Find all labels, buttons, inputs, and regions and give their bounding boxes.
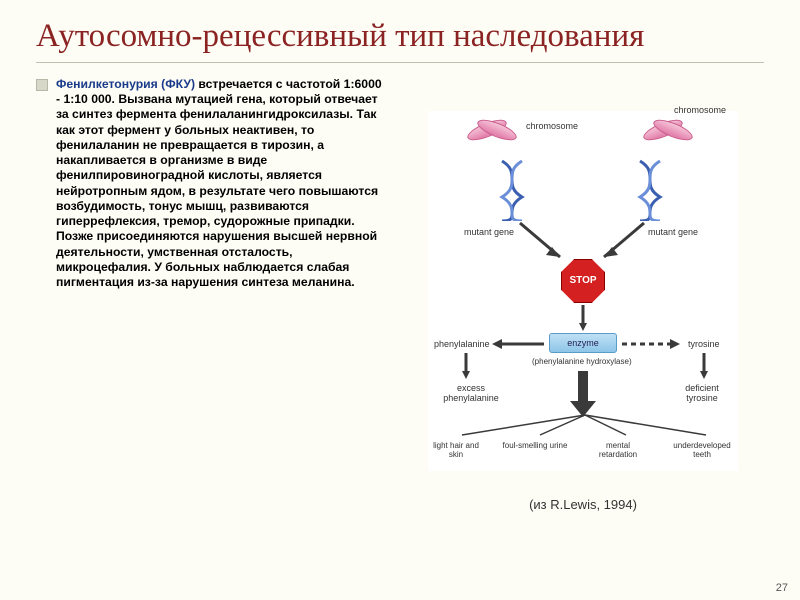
stop-sign: STOP <box>561 259 605 303</box>
title-divider <box>36 62 764 63</box>
outcome-split-lines <box>450 411 720 439</box>
arrow-down-left <box>460 351 472 381</box>
label-phenylalanine: phenylalanine <box>434 339 490 349</box>
label-mutant-right: mutant gene <box>648 227 698 237</box>
label-outcome-3: mental retardation <box>588 441 648 459</box>
arrow-enzyme-right-dashed <box>618 337 684 351</box>
text-column: Фенилкетонурия (ФКУ) встречается с часто… <box>36 77 384 512</box>
label-excess: excess phenylalanine <box>436 383 506 403</box>
bullet-item: Фенилкетонурия (ФКУ) встречается с часто… <box>36 77 384 291</box>
dna-helix-left <box>498 159 526 221</box>
dna-helix-right <box>636 159 664 221</box>
label-chromosome-left: chromosome <box>526 121 578 131</box>
arrow-down-right <box>698 351 710 381</box>
slide-title: Аутосомно-рецессивный тип наследования <box>36 18 764 56</box>
label-outcome-1: light hair and skin <box>428 441 484 459</box>
arrow-left-to-stop <box>516 219 568 263</box>
stop-text: STOP <box>569 275 596 286</box>
page-number: 27 <box>776 582 788 594</box>
arrow-right-to-stop <box>596 219 648 263</box>
term-phenylketonuria: Фенилкетонурия (ФКУ) <box>56 77 195 91</box>
content-row: Фенилкетонурия (ФКУ) встречается с часто… <box>36 77 764 512</box>
label-chromosome-right: chromosome <box>674 105 726 115</box>
label-outcome-2: foul-smelling urine <box>502 441 568 450</box>
arrow-stop-to-enzyme <box>577 303 589 333</box>
stop-octagon-icon: STOP <box>561 259 605 303</box>
label-deficient: deficient tyrosine <box>672 383 732 403</box>
label-mutant-left: mutant gene <box>464 227 514 237</box>
paragraph: Фенилкетонурия (ФКУ) встречается с часто… <box>56 77 384 291</box>
bullet-marker <box>36 79 48 91</box>
label-outcome-4: underdeveloped teeth <box>664 441 740 459</box>
arrow-enzyme-left <box>490 337 548 351</box>
figure-column: chromosome chromosome mutant gene mutant… <box>402 77 764 512</box>
figure-caption: (из R.Lewis, 1994) <box>529 497 637 512</box>
label-enzyme-sub: (phenylalanine hydroxylase) <box>532 357 632 366</box>
label-tyrosine: tyrosine <box>688 339 720 349</box>
pku-diagram: chromosome chromosome mutant gene mutant… <box>428 111 738 471</box>
enzyme-box: enzyme <box>549 333 617 353</box>
paragraph-body: встречается с частотой 1:6000 - 1:10 000… <box>56 77 382 289</box>
